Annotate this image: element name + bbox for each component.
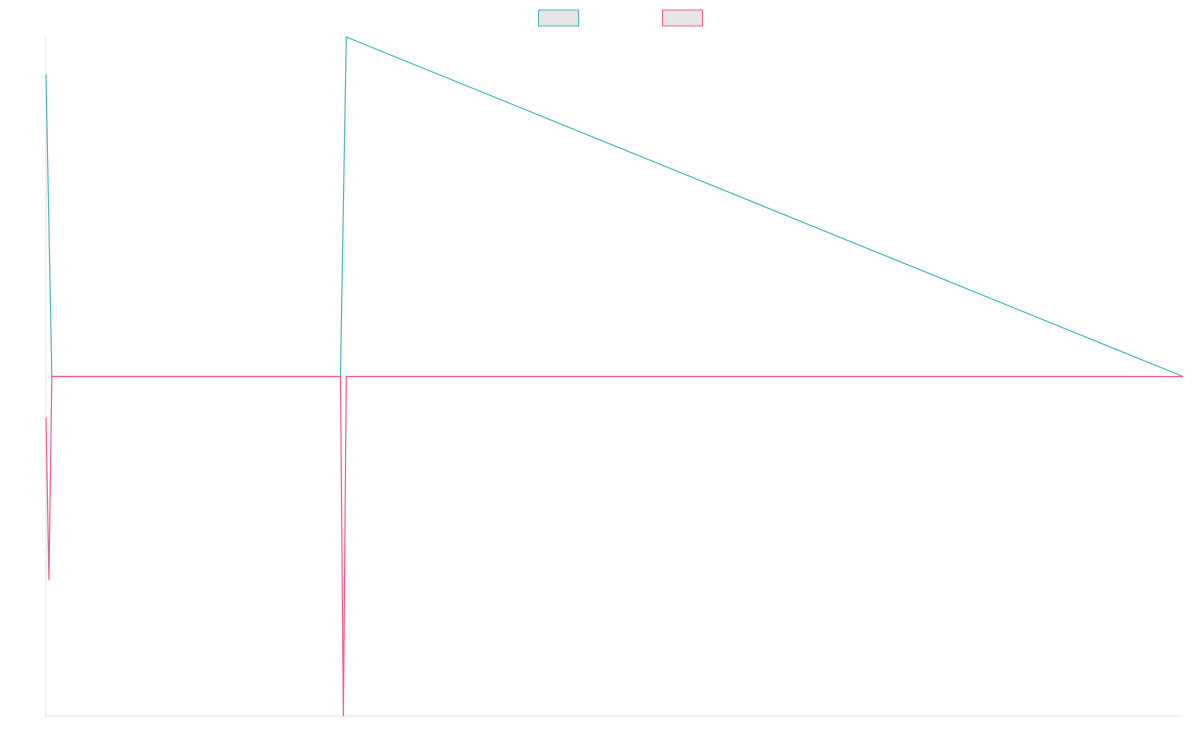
- series-line-2: [45, 375, 1183, 717]
- legend-swatch-1: [538, 9, 579, 27]
- legend: [538, 9, 703, 27]
- axes: [45, 37, 1183, 717]
- series-lines: [45, 36, 1184, 717]
- legend-swatch-2: [662, 9, 703, 27]
- series-line-1: [45, 36, 1184, 378]
